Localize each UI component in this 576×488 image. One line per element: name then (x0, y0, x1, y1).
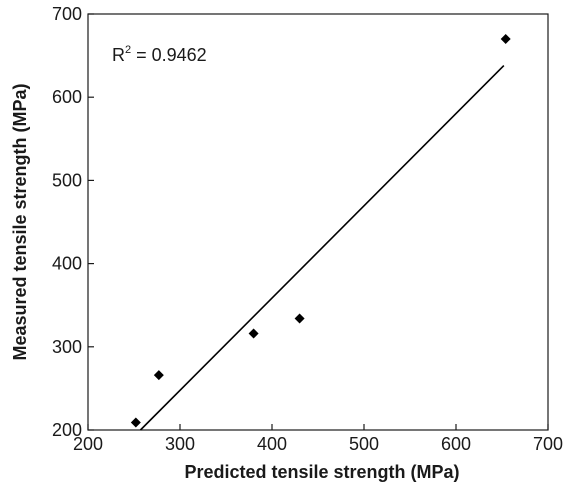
y-tick-label: 200 (52, 420, 82, 440)
data-points (130, 33, 511, 428)
x-axis: 200 300 400 500 600 700 (73, 424, 563, 454)
trendline (139, 65, 505, 431)
data-point (153, 370, 164, 381)
r-squared-annotation: R2 = 0.9462 (112, 44, 207, 65)
data-point (130, 417, 141, 428)
x-tick-label: 300 (165, 434, 195, 454)
plot-area (87, 13, 549, 431)
x-tick-label: 200 (73, 434, 103, 454)
data-point (500, 33, 511, 44)
x-tick-label: 700 (533, 434, 563, 454)
x-tick-label: 600 (441, 434, 471, 454)
x-tick-label: 500 (349, 434, 379, 454)
data-point (294, 313, 305, 324)
y-tick-label: 400 (52, 254, 82, 274)
y-axis: 200 300 400 500 600 700 (52, 4, 94, 440)
x-tick-label: 400 (257, 434, 287, 454)
x-axis-title: Predicted tensile strength (MPa) (184, 462, 459, 482)
y-tick-label: 600 (52, 87, 82, 107)
data-point (248, 328, 259, 339)
y-axis-title: Measured tensile strength (MPa) (10, 83, 30, 360)
y-tick-label: 500 (52, 170, 82, 190)
y-tick-label: 300 (52, 337, 82, 357)
y-tick-label: 700 (52, 4, 82, 24)
